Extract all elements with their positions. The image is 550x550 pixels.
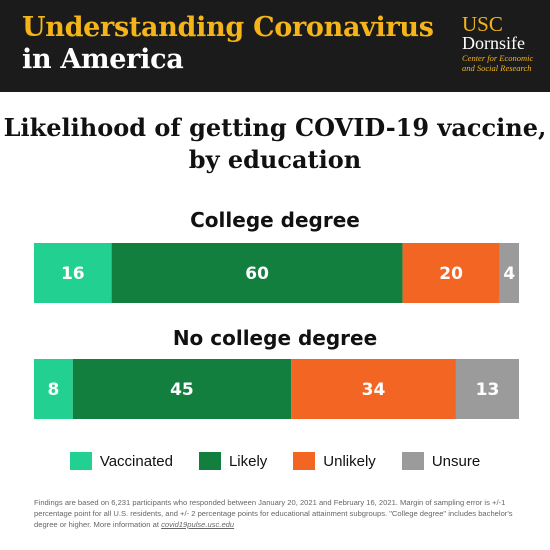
legend-label-likely: Likely — [228, 452, 268, 470]
legend-swatch-vaccinated — [69, 452, 92, 470]
legend-swatch-unlikely — [293, 452, 316, 470]
bar-no-college-degree-unlikely — [291, 359, 456, 419]
chart-title: Likelihood of getting COVID-19 vaccine, … — [0, 112, 550, 176]
footnote-link[interactable]: covid19pulse.usc.edu — [161, 520, 235, 529]
bar-label-college-degree-vaccinated: 16 — [61, 264, 85, 284]
bar-no-college-degree-unsure — [455, 359, 519, 419]
logo-usc: USC — [462, 12, 503, 36]
legend-item-vaccinated: Vaccinated — [69, 452, 173, 470]
header-banner: Understanding Coronavirus in America USC… — [0, 0, 550, 92]
usc-dornsife-logo: USC Dornsife Center for Economic and Soc… — [462, 12, 546, 74]
legend-swatch-likely — [198, 452, 221, 470]
bar-label-college-degree-unsure: 4 — [503, 264, 515, 284]
legend: Vaccinated Likely Unlikely Unsure — [0, 452, 550, 470]
legend-label-unlikely: Unlikely — [323, 452, 376, 470]
group-label-college: College degree — [190, 208, 360, 232]
bar-label-no-college-degree-unlikely: 34 — [362, 380, 386, 400]
header-title-line1: Understanding Coronavirus — [22, 12, 434, 43]
bar-label-college-degree-likely: 60 — [245, 264, 269, 284]
legend-item-likely: Likely — [198, 452, 268, 470]
footnote: Findings are based on 6,231 participants… — [34, 497, 520, 530]
bar-college-degree-vaccinated — [34, 243, 112, 303]
bar-no-college-degree-likely — [72, 359, 292, 419]
legend-label-unsure: Unsure — [431, 452, 481, 470]
legend-item-unlikely: Unlikely — [293, 452, 376, 470]
bar-college-degree-unsure — [499, 243, 519, 303]
logo-dornsife: Dornsife — [462, 33, 525, 53]
header-title-line2: in America — [22, 44, 184, 75]
footnote-text: Findings are based on 6,231 participants… — [34, 498, 513, 529]
bar-label-no-college-degree-unsure: 13 — [476, 380, 500, 400]
logo-subtitle: Center for Economic and Social Research — [462, 53, 534, 73]
legend-item-unsure: Unsure — [401, 452, 481, 470]
header-title: Understanding Coronavirus in America — [22, 12, 434, 76]
bar-college-degree-unlikely — [402, 243, 500, 303]
chart-title-line1: Likelihood of getting COVID-19 vaccine, — [3, 113, 547, 142]
legend-swatch-unsure — [401, 452, 424, 470]
chart-title-line2: by education — [188, 145, 362, 174]
bar-no-college-degree-vaccinated — [34, 359, 73, 419]
legend-label-vaccinated: Vaccinated — [99, 452, 173, 470]
group-label-no-college: No college degree — [172, 326, 378, 350]
bar-label-college-degree-unlikely: 20 — [439, 264, 463, 284]
bar-label-no-college-degree-vaccinated: 8 — [47, 380, 59, 400]
bar-label-no-college-degree-likely: 45 — [170, 380, 194, 400]
bar-college-degree-likely — [111, 243, 403, 303]
